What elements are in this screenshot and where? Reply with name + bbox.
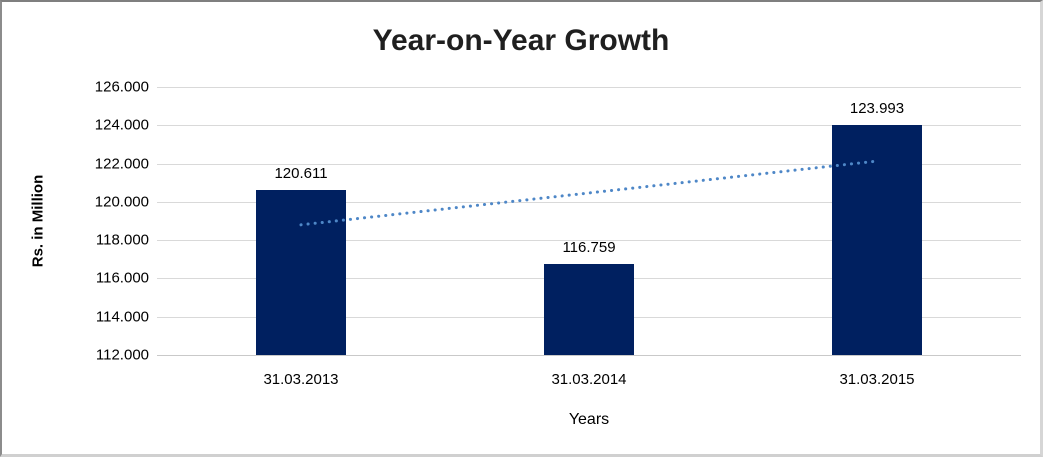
y-tick-label: 126.000 (94, 78, 149, 96)
y-tick-label: 122.000 (94, 155, 149, 173)
x-tick-label: 31.03.2014 (551, 371, 627, 388)
chart-title: Year-on-Year Growth (372, 24, 670, 57)
bar-value-label: 123.993 (849, 100, 905, 118)
y-tick-label: 120.000 (94, 193, 149, 211)
gridline (157, 163, 1021, 165)
gridline (157, 87, 1021, 88)
y-tick-label: 112.000 (95, 346, 149, 364)
plot-area: 120.611 116.759 123.993 (157, 87, 1021, 356)
x-axis-title: Years (568, 411, 610, 428)
bar-31.03.2014 (544, 263, 634, 355)
trendline (299, 159, 879, 227)
y-tick-label: 124.000 (94, 116, 149, 134)
bar-value-label: 120.611 (274, 165, 328, 183)
gridline (157, 125, 1021, 127)
x-tick-label: 31.03.2015 (839, 371, 915, 388)
y-tick-label: 118.000 (95, 231, 149, 249)
gridline (157, 355, 1021, 356)
y-axis-title: Rs. in Million (29, 174, 47, 268)
gridline (157, 240, 1021, 242)
bar-value-label: 116.759 (562, 238, 616, 256)
x-tick-label: 31.03.2013 (263, 371, 339, 388)
y-tick-label: 116.000 (95, 269, 149, 287)
bar-31.03.2015 (832, 125, 922, 355)
gridline (157, 201, 1021, 203)
y-tick-label: 114.000 (95, 308, 149, 326)
bar-31.03.2013 (256, 190, 346, 355)
